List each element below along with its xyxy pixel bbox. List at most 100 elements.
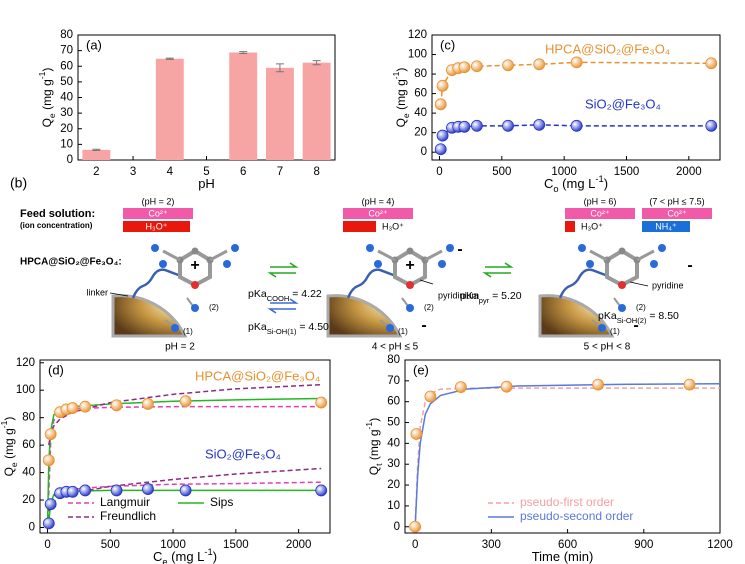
y-axis-title-part: Q xyxy=(367,466,381,475)
pka-label-part: pKa xyxy=(248,288,267,300)
y-tick-label: 20 xyxy=(60,123,73,135)
ion-bar xyxy=(123,221,190,232)
y-axis-title-part: -1 xyxy=(364,422,374,430)
x-tick-label: 0 xyxy=(412,539,418,551)
series-line xyxy=(414,383,721,527)
panel-label: (b) xyxy=(10,175,27,191)
y-tick-label: 80 xyxy=(22,412,35,424)
data-point xyxy=(424,390,437,403)
data-point xyxy=(592,378,604,391)
condition-ph: (7 < pH ≤ 7.5) xyxy=(649,196,704,206)
ion-bar xyxy=(565,208,635,219)
data-point xyxy=(315,484,328,497)
scheme: (b) Feed solution: (ion concentration) H… xyxy=(10,175,712,353)
data-point xyxy=(66,402,79,414)
x-tick-label: 7 xyxy=(277,166,283,178)
y-axis-title-part: ) xyxy=(40,68,54,72)
data-point xyxy=(434,143,447,156)
ion-bar xyxy=(642,208,712,219)
x-axis-title-part: e xyxy=(162,557,167,564)
site-label: (1) xyxy=(610,327,620,336)
series-line xyxy=(414,387,720,527)
y-axis-title-part: e xyxy=(9,462,19,467)
y-tick-label: 70 xyxy=(387,375,400,387)
data-point xyxy=(179,395,192,408)
note: pyridinium xyxy=(438,290,479,300)
legend-label: Sips xyxy=(210,495,233,509)
pka-label-part: Si-OH(2) xyxy=(617,316,647,325)
panel-label: (d) xyxy=(48,362,64,377)
x-axis-title-part: o xyxy=(553,184,558,194)
data-point xyxy=(502,59,514,72)
data-point xyxy=(533,118,546,131)
data-point xyxy=(142,483,154,495)
data-point xyxy=(436,79,449,92)
y-axis-title-part: Q xyxy=(40,118,54,127)
charge: - xyxy=(633,317,638,334)
plot-frame xyxy=(77,34,336,161)
error-bar xyxy=(312,60,321,66)
pka-label-part: COOH xyxy=(267,294,290,303)
series-line xyxy=(439,124,712,150)
x-tick-label: 6 xyxy=(240,166,246,178)
y-tick-label: 0 xyxy=(29,522,35,534)
x-tick-label: 0 xyxy=(436,166,442,178)
legend-label: pseudo-second order xyxy=(520,509,633,523)
condition-ph: (pH = 2) xyxy=(142,196,175,206)
x-tick-label: 2000 xyxy=(286,539,312,551)
y-axis-title-part: (mg g xyxy=(367,429,381,463)
charge: + xyxy=(405,257,414,274)
x-axis-title-part: -1 xyxy=(595,174,603,184)
data-point xyxy=(570,56,583,69)
state-ph: 5 < pH < 8 xyxy=(584,342,631,353)
y-tick-label: 20 xyxy=(22,494,35,506)
y-axis-title: Qt (mg g-1) xyxy=(364,418,384,475)
legend-label: pseudo-first order xyxy=(520,495,614,509)
y-tick-label: 30 xyxy=(387,458,400,470)
bar xyxy=(229,52,258,160)
series-label: HPCA@SiO₂@Fe₃O₄ xyxy=(195,368,320,383)
x-axis-title-part: ) xyxy=(213,549,217,564)
data-point xyxy=(110,399,123,412)
state-ph: 4 < pH ≤ 5 xyxy=(372,342,419,353)
ion-label: Co²⁺ xyxy=(148,208,168,218)
y-tick-label: 40 xyxy=(387,437,400,449)
condition-ph: (pH = 4) xyxy=(362,196,395,206)
charge: + xyxy=(190,257,199,274)
y-tick-label: 60 xyxy=(387,396,400,408)
y-tick-label: 20 xyxy=(414,127,427,139)
y-axis-title-part: (mg g xyxy=(2,428,16,462)
ion-label: H₃O⁺ xyxy=(581,221,603,231)
data-point xyxy=(500,380,513,393)
y-tick-label: 120 xyxy=(408,29,427,41)
x-axis-title-part: Time (min) xyxy=(532,549,594,564)
data-point xyxy=(683,378,696,391)
charge: - xyxy=(421,317,426,334)
data-point xyxy=(458,120,471,133)
series-label: SiO₂@Fe₃O₄ xyxy=(205,446,281,461)
series-label: SiO₂@Fe₃O₄ xyxy=(585,96,661,111)
pka-label-part: = 4.50 xyxy=(296,321,329,333)
y-axis-title-part: e xyxy=(401,113,411,118)
x-tick-label: 500 xyxy=(492,166,511,178)
pka-label: pKaSi-OH(1) = 4.50 xyxy=(248,321,329,336)
ion-label: Co²⁺ xyxy=(368,208,388,218)
legend-label: Langmuir xyxy=(100,495,150,509)
state-ph: pH = 2 xyxy=(165,342,195,353)
series-line xyxy=(48,383,322,446)
pka-label-part: pyr xyxy=(479,296,490,305)
y-tick-label: 10 xyxy=(387,500,400,512)
ion-bar xyxy=(343,221,376,232)
y-axis-title-part: Q xyxy=(394,118,408,127)
feed-sub: (ion concentration) xyxy=(20,221,93,230)
material-label: HPCA@SiO₂@Fe₃O₄: xyxy=(20,257,122,268)
panel-label: (c) xyxy=(440,37,455,52)
y-tick-label: 20 xyxy=(387,479,400,491)
y-axis-title-part: -1 xyxy=(37,71,47,79)
pka-label-part: pKa xyxy=(460,290,479,302)
charge: - xyxy=(687,257,692,274)
y-axis-title-part: (mg g xyxy=(394,79,408,113)
panel-label: (a) xyxy=(86,37,102,52)
legend-label: Freundlich xyxy=(100,509,156,523)
